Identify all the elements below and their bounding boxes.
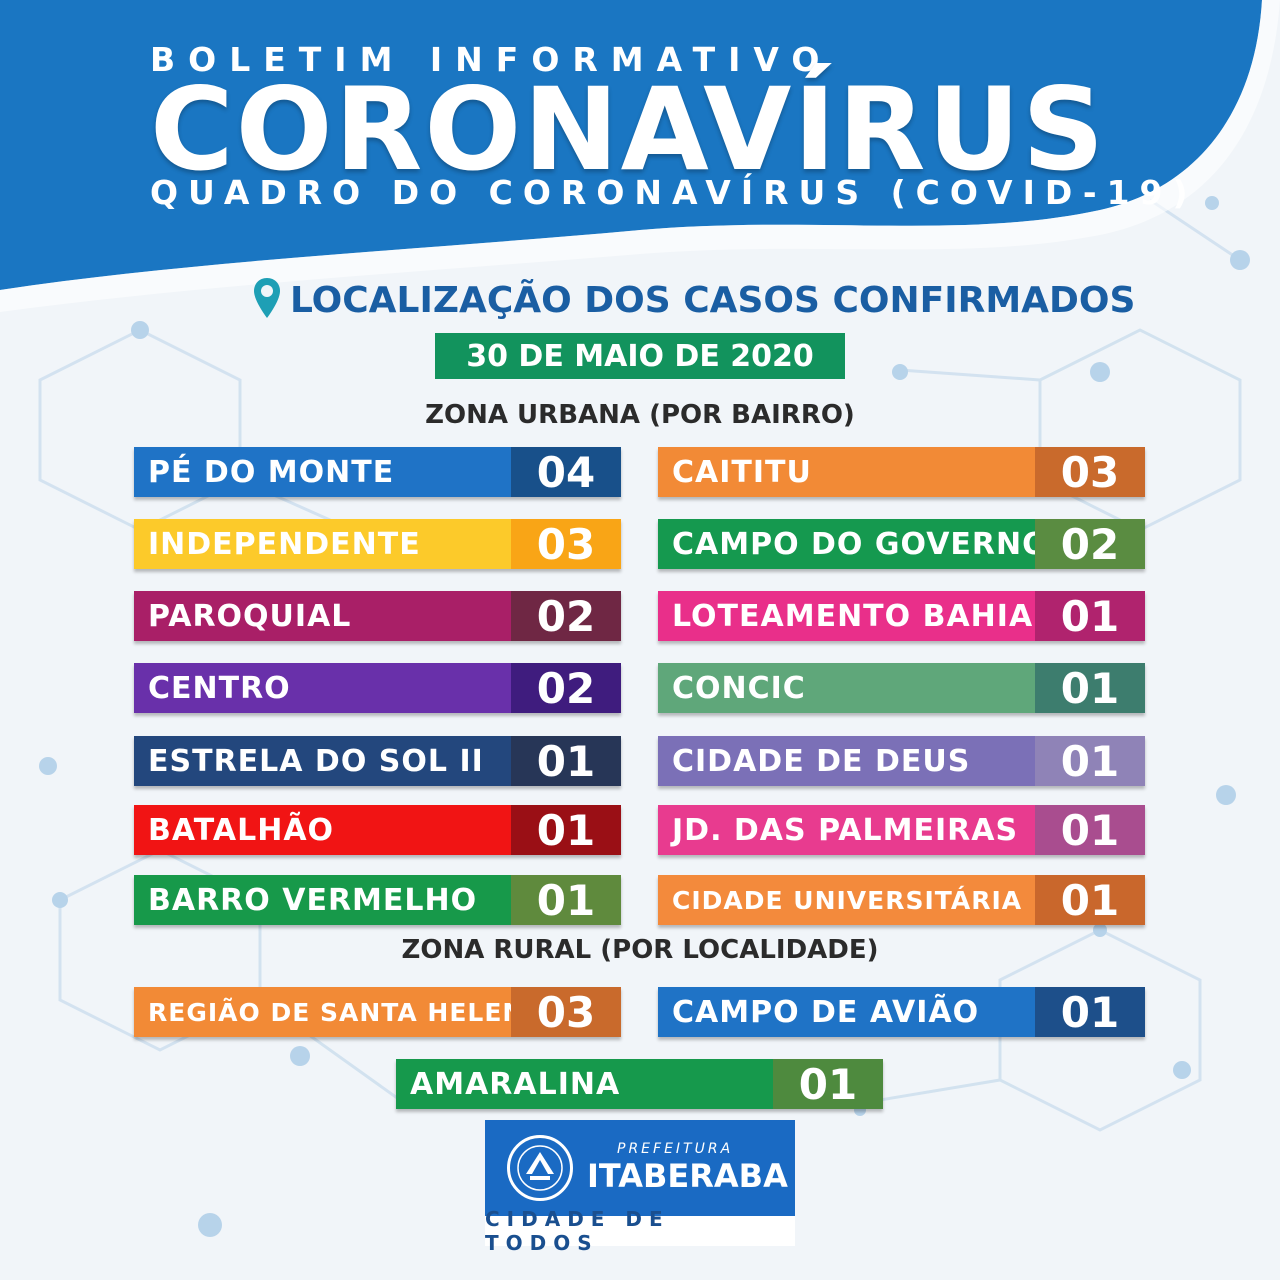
case-row: CAMPO DE AVIÃO 01 [658,987,1145,1037]
date-banner: 30 DE MAIO DE 2020 [435,333,845,379]
neighborhood-name: INDEPENDENTE [134,519,511,569]
case-row: LOTEAMENTO BAHIA 01 [658,591,1145,641]
case-row: CENTRO 02 [134,663,621,713]
neighborhood-name: AMARALINA [396,1059,773,1109]
prefeitura-logo: PREFEITURA ITABERABA [485,1120,795,1216]
case-row: BATALHÃO 01 [134,805,621,855]
neighborhood-name: BARRO VERMELHO [134,875,511,925]
case-count: 01 [1035,663,1145,713]
case-count: 01 [1035,875,1145,925]
city-seal-icon [507,1135,573,1201]
neighborhood-name: PAROQUIAL [134,591,511,641]
case-row: BARRO VERMELHO 01 [134,875,621,925]
case-row: AMARALINA 01 [396,1059,883,1109]
neighborhood-name: CIDADE UNIVERSITÁRIA [658,875,1035,925]
case-count: 01 [1035,805,1145,855]
neighborhood-name: LOTEAMENTO BAHIA [658,591,1035,641]
neighborhood-name: ESTRELA DO SOL II [134,736,511,786]
case-count: 01 [1035,987,1145,1037]
case-count: 01 [511,805,621,855]
urban-zone-title: ZONA URBANA (POR BAIRRO) [425,400,855,430]
case-row: JD. DAS PALMEIRAS 01 [658,805,1145,855]
logo-slogan: CIDADE DE TODOS [485,1207,795,1255]
neighborhood-name: CAITITU [658,447,1035,497]
case-row: CONCIC 01 [658,663,1145,713]
neighborhood-name: BATALHÃO [134,805,511,855]
case-count: 01 [511,736,621,786]
neighborhood-name: CAMPO DE AVIÃO [658,987,1035,1037]
case-count: 01 [1035,591,1145,641]
case-row: CAITITU 03 [658,447,1145,497]
header-subtitle: QUADRO DO CORONAVÍRUS (COVID-19) [150,173,1198,212]
location-title: LOCALIZAÇÃO DOS CASOS CONFIRMADOS [252,276,1135,324]
header-title: CORONAVÍRUS [150,63,1107,196]
case-count: 02 [1035,519,1145,569]
case-row: ESTRELA DO SOL II 01 [134,736,621,786]
logo-prefix: PREFEITURA [617,1141,734,1157]
case-count: 01 [1035,736,1145,786]
case-row: INDEPENDENTE 03 [134,519,621,569]
case-count: 02 [511,591,621,641]
case-count: 04 [511,447,621,497]
neighborhood-name: CAMPO DO GOVERNO [658,519,1035,569]
location-title-text: LOCALIZAÇÃO DOS CASOS CONFIRMADOS [290,279,1136,321]
case-count: 03 [1035,447,1145,497]
case-count: 02 [511,663,621,713]
map-pin-icon [252,276,282,324]
case-count: 03 [511,519,621,569]
logo-city-name: ITABERABA [587,1157,788,1195]
rural-zone-title: ZONA RURAL (POR LOCALIDADE) [401,935,879,965]
case-count: 01 [511,875,621,925]
neighborhood-name: CIDADE DE DEUS [658,736,1035,786]
case-row: PAROQUIAL 02 [134,591,621,641]
neighborhood-name: CENTRO [134,663,511,713]
neighborhood-name: CONCIC [658,663,1035,713]
neighborhood-name: JD. DAS PALMEIRAS [658,805,1035,855]
case-row: REGIÃO DE SANTA HELENA 03 [134,987,621,1037]
case-row: PÉ DO MONTE 04 [134,447,621,497]
case-row: CIDADE DE DEUS 01 [658,736,1145,786]
case-row: CAMPO DO GOVERNO 02 [658,519,1145,569]
neighborhood-name: REGIÃO DE SANTA HELENA [134,987,511,1037]
case-count: 03 [511,987,621,1037]
neighborhood-name: PÉ DO MONTE [134,447,511,497]
case-row: CIDADE UNIVERSITÁRIA 01 [658,875,1145,925]
case-count: 01 [773,1059,883,1109]
header-supertitle: BOLETIM INFORMATIVO [150,40,833,79]
